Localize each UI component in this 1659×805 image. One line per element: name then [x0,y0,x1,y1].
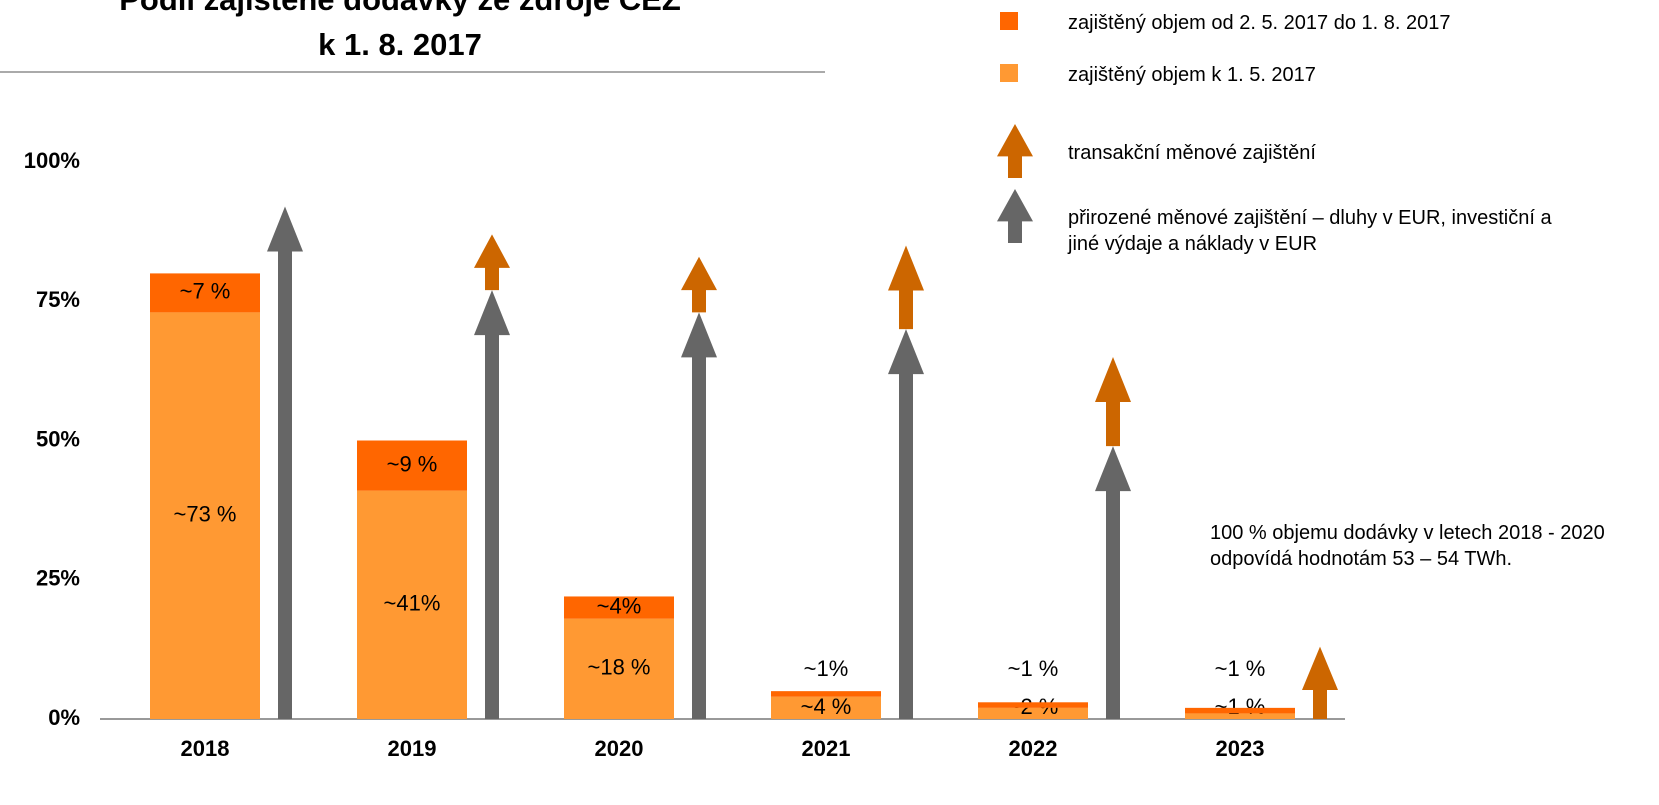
x-tick-label: 2018 [181,736,230,761]
legend-swatch [997,124,1033,178]
bar-segment [150,312,260,719]
legend-swatch [1000,12,1018,30]
value-label: ~18 % [588,655,651,680]
value-label: ~1% [804,656,849,681]
y-tick-label: 100% [24,148,80,173]
legend-icon [1000,12,1018,30]
x-tick-label: 2023 [1216,736,1265,761]
x-tick-label: 2021 [802,736,851,761]
arrow [888,245,924,330]
legend-label: přirozené měnové zajištění – dluhy v EUR… [1068,207,1552,255]
value-label: ~7 % [180,279,231,304]
value-label: ~9 % [387,451,438,476]
x-tick-label: 2020 [595,736,644,761]
y-tick-label: 0% [48,705,80,730]
x-tick-label: 2022 [1009,736,1058,761]
y-tick-label: 50% [36,426,80,451]
bar-segment [150,273,260,313]
chart-title: Podíl zajištěné dodávky ze zdroje ČEZ [119,0,681,17]
value-label: ~4 % [801,694,852,719]
arrow [681,312,717,719]
arrow [1095,446,1131,719]
annotation: 100 % objemu dodávky v letech 2018 - 202… [1210,522,1605,570]
bar-segment [978,702,1088,708]
value-label: ~73 % [174,502,237,527]
legend-label: transakční měnové zajištění [1068,142,1316,164]
value-label: ~1 % [1008,656,1059,681]
bar-segment [771,696,881,719]
value-label: ~41% [384,591,441,616]
bar-segment [978,707,1088,719]
legend-icon [1000,64,1018,82]
x-tick-label: 2019 [388,736,437,761]
arrow [1302,646,1338,719]
bar-segment [564,596,674,619]
bar-segment [1185,713,1295,719]
legend-icon [997,189,1033,243]
legend-label: zajištěný objem od 2. 5. 2017 do 1. 8. 2… [1068,12,1451,34]
bar-segment [564,618,674,719]
arrow [888,329,924,719]
bar-segment [357,440,467,491]
value-label: ~1 % [1215,694,1266,719]
legend-label: zajištěný objem k 1. 5. 2017 [1068,64,1316,86]
y-tick-label: 25% [36,566,80,591]
bar-segment [357,490,467,719]
arrow [474,290,510,719]
arrow [1095,356,1131,447]
legend-swatch [1000,64,1018,82]
arrow [681,256,717,313]
arrow [267,206,303,719]
legend-swatch [997,189,1033,243]
chart-title: k 1. 8. 2017 [318,27,482,62]
bar-segment [771,691,881,697]
bar-segment [1185,707,1295,714]
y-tick-label: 75% [36,287,80,312]
legend-icon [997,124,1033,178]
arrow [474,234,510,291]
value-label: ~1 % [1215,656,1266,681]
value-label: ~4% [597,593,642,618]
